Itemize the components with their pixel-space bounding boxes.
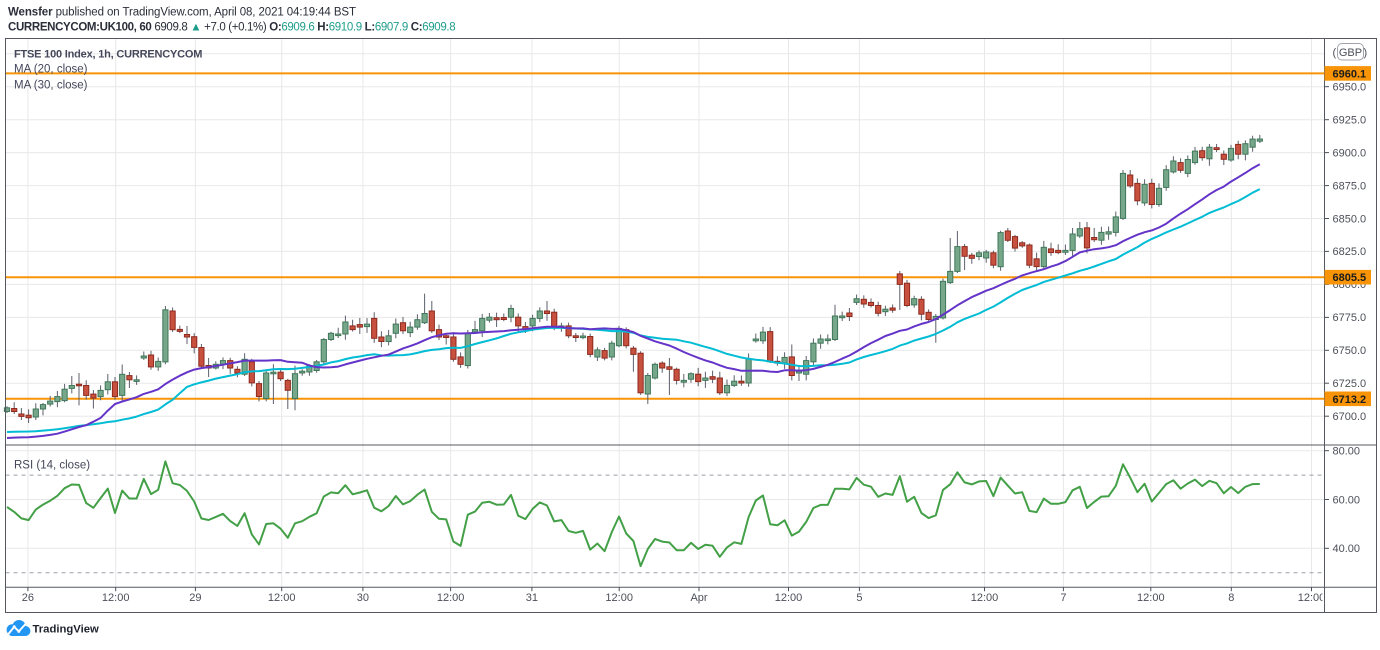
svg-text:): ): [1364, 47, 1368, 59]
svg-text:5: 5: [856, 592, 862, 604]
svg-text:6950.0: 6950.0: [1333, 82, 1367, 94]
svg-text:31: 31: [526, 592, 538, 604]
svg-text:7: 7: [1060, 592, 1066, 604]
svg-text:60.00: 60.00: [1333, 494, 1361, 506]
svg-text:Wensfer published on TradingVi: Wensfer published on TradingView.com, Ap…: [8, 7, 356, 19]
svg-text:26: 26: [22, 592, 34, 604]
svg-text:6750.0: 6750.0: [1333, 345, 1367, 357]
svg-text:40.00: 40.00: [1333, 543, 1361, 555]
svg-text:6850.0: 6850.0: [1333, 213, 1367, 225]
svg-text:Apr: Apr: [690, 592, 707, 604]
svg-text:80.00: 80.00: [1333, 446, 1361, 458]
svg-text:12:00: 12:00: [971, 592, 999, 604]
svg-text:TradingView: TradingView: [33, 624, 100, 636]
svg-text:MA (20, close): MA (20, close): [14, 64, 88, 76]
svg-text:6925.0: 6925.0: [1333, 115, 1367, 127]
svg-text:12:00: 12:00: [102, 592, 130, 604]
svg-text:CURRENCYCOM:UK100, 60 6909.8: CURRENCYCOM:UK100, 60 6909.8 ▲ +7.0 (+0.…: [8, 22, 455, 34]
svg-text:(: (: [1333, 47, 1337, 59]
svg-text:6725.0: 6725.0: [1333, 378, 1367, 390]
svg-text:GBP: GBP: [1339, 47, 1362, 59]
svg-text:12:00: 12:00: [1298, 592, 1326, 604]
svg-text:6825.0: 6825.0: [1333, 246, 1367, 258]
svg-text:12:00: 12:00: [605, 592, 633, 604]
svg-text:RSI (14, close): RSI (14, close): [14, 460, 90, 472]
svg-text:6960.1: 6960.1: [1333, 68, 1367, 80]
svg-text:12:00: 12:00: [437, 592, 465, 604]
svg-text:12:00: 12:00: [268, 592, 296, 604]
svg-text:8: 8: [1228, 592, 1234, 604]
svg-text:29: 29: [189, 592, 201, 604]
svg-text:30: 30: [357, 592, 369, 604]
svg-text:6900.0: 6900.0: [1333, 147, 1367, 159]
svg-text:6805.5: 6805.5: [1333, 272, 1367, 284]
svg-text:MA (30, close): MA (30, close): [14, 80, 88, 92]
svg-text:6700.0: 6700.0: [1333, 411, 1367, 423]
svg-text:6713.2: 6713.2: [1333, 394, 1367, 406]
svg-text:12:00: 12:00: [775, 592, 803, 604]
svg-text:12:00: 12:00: [1137, 592, 1165, 604]
svg-text:6875.0: 6875.0: [1333, 180, 1367, 192]
svg-text:6775.0: 6775.0: [1333, 312, 1367, 324]
svg-text:FTSE 100 Index, 1h, CURRENCYCO: FTSE 100 Index, 1h, CURRENCYCOM: [14, 49, 202, 61]
